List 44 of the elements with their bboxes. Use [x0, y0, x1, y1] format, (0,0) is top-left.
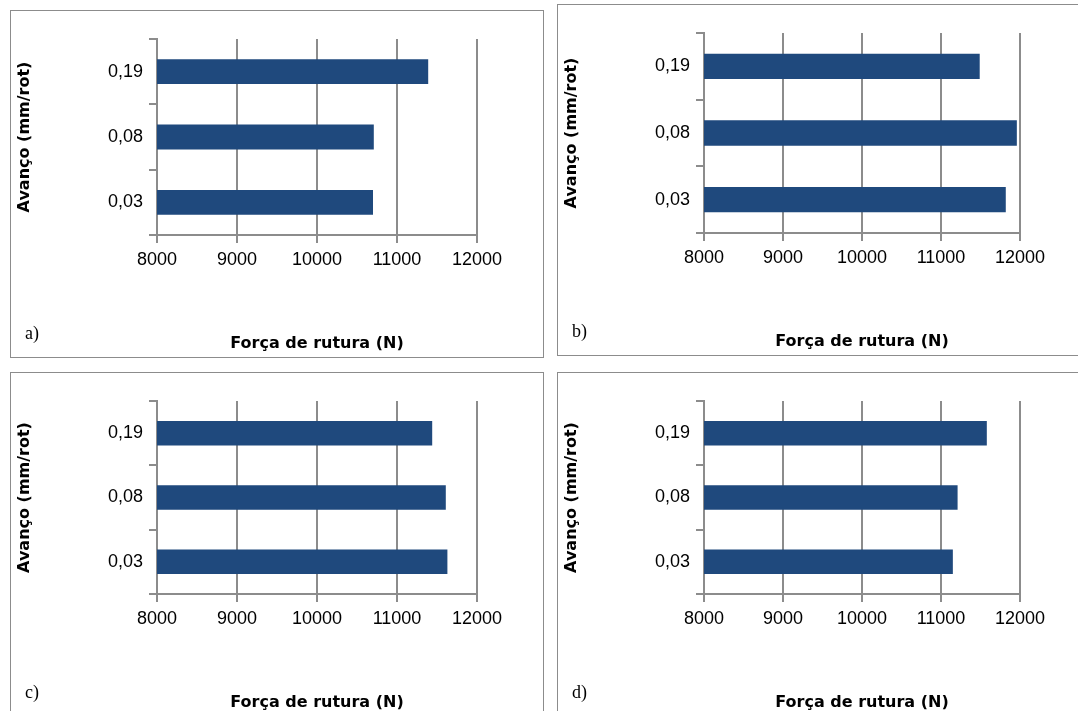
text: b): [572, 321, 587, 342]
x-tick-label: 10000: [291, 248, 343, 269]
x-tick-label: 9000: [762, 607, 804, 628]
x-tick-label: 11000: [372, 607, 422, 628]
x-tick-label: 12000: [451, 248, 503, 269]
x-tick-label: 12000: [994, 246, 1046, 267]
y-tick-label: 0,03: [654, 188, 690, 209]
y-axis-title: Avanço (mm/rot): [13, 61, 33, 213]
x-tick-label: 9000: [762, 246, 804, 267]
x-tick-label: 8000: [136, 248, 178, 269]
text: c): [25, 682, 39, 703]
text: d): [572, 682, 587, 703]
y-tick-label: 0,03: [107, 191, 143, 212]
y-axis-title: Avanço (mm/rot): [560, 422, 580, 573]
x-tick-label: 9000: [216, 248, 258, 269]
x-tick-label: 11000: [916, 246, 966, 267]
x-tick-label: 11000: [372, 248, 422, 269]
y-tick-label: 0,03: [107, 550, 143, 571]
y-tick-label: 0,19: [107, 422, 143, 443]
x-tick-label: 11000: [916, 607, 966, 628]
y-tick-label: 0,19: [654, 55, 690, 76]
y-axis-title: Avanço (mm/rot): [13, 422, 33, 573]
y-tick-label: 0,19: [107, 60, 143, 81]
x-tick-label: 12000: [994, 607, 1046, 628]
x-tick-label: 8000: [136, 607, 178, 628]
y-tick-label: 0,08: [654, 121, 690, 142]
y-tick-label: 0,19: [654, 422, 690, 443]
y-tick-label: 0,03: [654, 550, 690, 571]
text: a): [25, 323, 39, 344]
x-tick-label: 9000: [216, 607, 258, 628]
y-tick-label: 0,08: [107, 125, 143, 146]
x-axis-title: Força de rutura (N): [230, 332, 404, 352]
x-axis-title: Força de rutura (N): [775, 330, 949, 350]
x-tick-label: 8000: [683, 607, 725, 628]
x-axis-title: Força de rutura (N): [230, 691, 404, 711]
x-tick-label: 10000: [836, 607, 888, 628]
y-tick-label: 0,08: [654, 486, 690, 507]
x-tick-label: 10000: [291, 607, 343, 628]
y-axis-title: Avanço (mm/rot): [560, 57, 580, 209]
y-tick-label: 0,08: [107, 486, 143, 507]
x-tick-label: 8000: [683, 246, 725, 267]
x-tick-label: 10000: [836, 246, 888, 267]
x-axis-title: Força de rutura (N): [775, 691, 949, 711]
x-tick-label: 12000: [451, 607, 503, 628]
